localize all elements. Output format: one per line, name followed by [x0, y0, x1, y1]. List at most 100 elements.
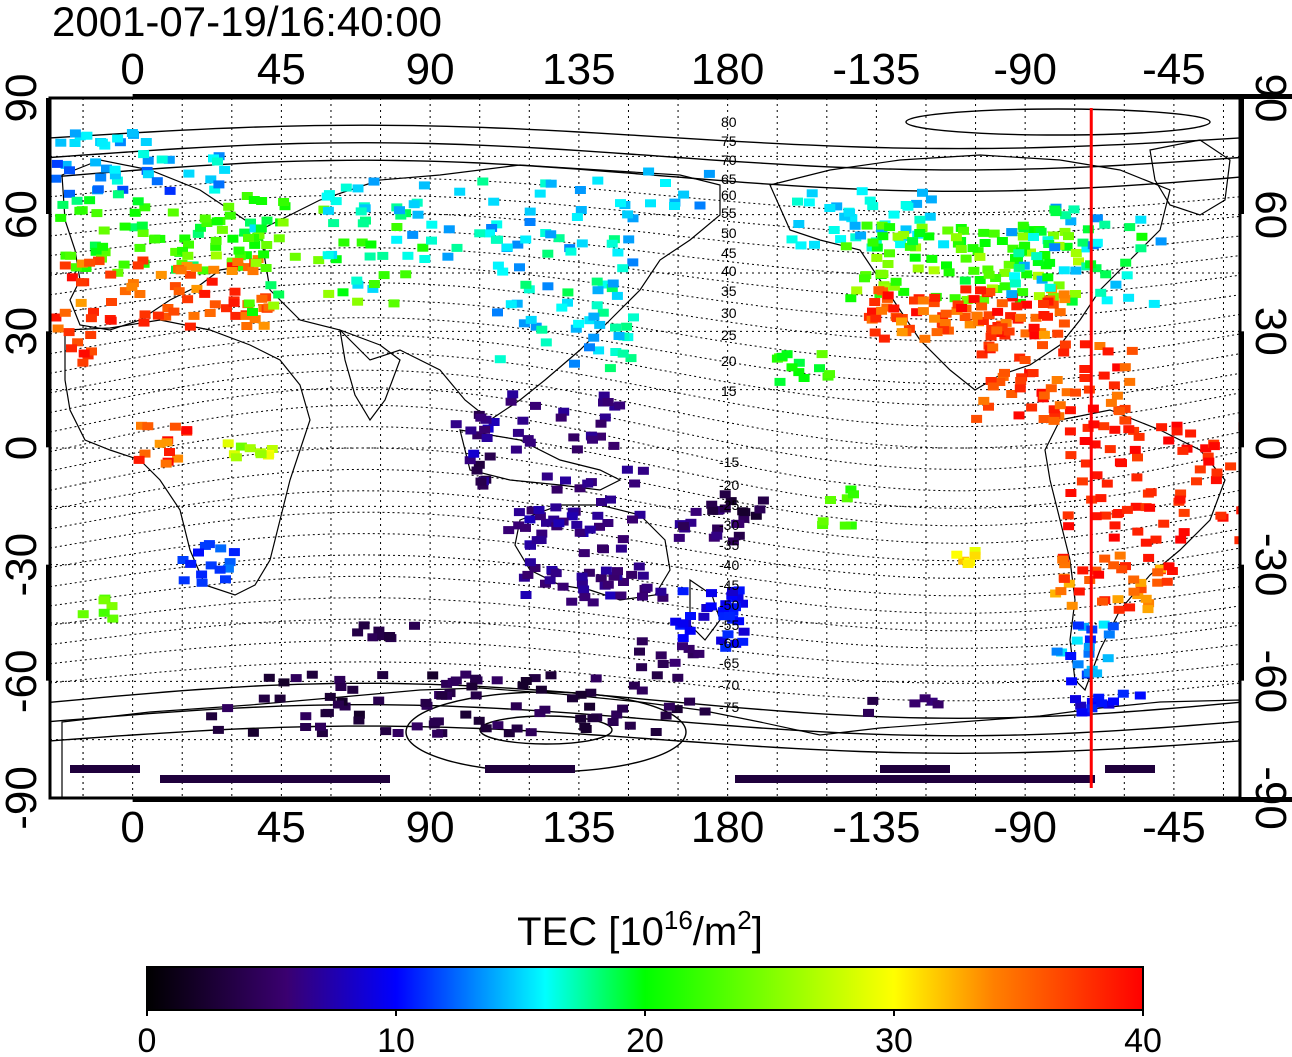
tec-data-point: [684, 697, 696, 706]
tec-data-point: [719, 504, 731, 513]
tec-data-point: [196, 578, 208, 587]
tec-data-point: [1136, 232, 1148, 241]
tec-data-point: [69, 139, 81, 147]
tec-data-point: [1215, 511, 1227, 520]
frame-tick-bar: [1025, 797, 1176, 802]
lon-tick-label: 135: [542, 803, 615, 852]
tec-data-point: [553, 234, 565, 243]
tec-data-point: [1013, 411, 1025, 420]
tec-data-point: [69, 129, 81, 138]
tec-data-point: [608, 572, 620, 581]
tec-data-point: [967, 244, 979, 253]
tec-data-point: [1132, 453, 1143, 462]
tec-data-point: [982, 265, 994, 274]
tec-data-point: [669, 202, 680, 210]
tec-data-point: [533, 506, 545, 514]
frame-tick-bar: [46, 331, 51, 448]
tec-data-point: [1065, 451, 1077, 460]
tec-data-point: [584, 525, 596, 534]
tec-data-point: [247, 728, 259, 737]
contour-label: 70: [721, 152, 737, 168]
tec-data-point: [713, 506, 725, 515]
tec-data-point: [484, 452, 496, 461]
tec-data-point: [1171, 421, 1183, 430]
tec-data-point: [1072, 660, 1084, 669]
tec-data-point: [313, 256, 325, 265]
tec-data-point: [636, 637, 648, 646]
tec-data-point: [216, 225, 228, 234]
contour-label: -30: [719, 517, 739, 533]
tec-data-point: [985, 332, 997, 341]
tec-data-point: [427, 671, 439, 680]
tec-data-point: [111, 176, 123, 185]
tec-data-point: [522, 570, 534, 579]
tec-data-point: [1038, 330, 1050, 339]
tec-data-point: [699, 707, 711, 716]
tec-data-point: [1152, 568, 1164, 577]
tec-data-point: [352, 297, 364, 306]
tec-data-point: [209, 300, 221, 309]
tec-data-point: [134, 290, 146, 298]
lat-tick-label: 60: [0, 190, 46, 239]
lat-tick-label: 30: [1246, 307, 1292, 356]
tec-data-point: [1099, 220, 1111, 229]
tec-data-point: [627, 258, 639, 267]
tec-data-point: [971, 311, 983, 320]
tec-data-point: [454, 187, 466, 196]
tec-data-point: [107, 614, 119, 623]
tec-data-point: [558, 407, 570, 416]
tec-data-point: [1019, 241, 1031, 250]
tec-data-point: [486, 224, 498, 232]
tec-data-point: [1083, 642, 1095, 651]
tec-data-point: [556, 303, 568, 312]
tec-data-point: [265, 281, 277, 290]
tec-data-point: [575, 206, 587, 214]
tec-data-point: [655, 651, 667, 660]
tec-data-point: [1135, 215, 1147, 224]
tec-data-point: [573, 319, 585, 328]
tec-data-point: [1030, 313, 1042, 322]
tec-data-point: [855, 231, 867, 240]
tec-data-point: [974, 276, 986, 284]
tec-data-point: [587, 714, 599, 723]
tec-data-point: [377, 251, 389, 260]
tec-data-point: [1000, 318, 1012, 327]
tec-data-point: [636, 663, 648, 672]
tec-data-point: [172, 454, 184, 463]
tec-data-point: [76, 278, 87, 287]
tec-data-point: [426, 220, 438, 229]
tec-data-point: [66, 344, 77, 353]
lat-tick-label: 90: [0, 74, 46, 123]
lon-tick-label: 90: [406, 45, 455, 94]
tec-data-point: [235, 442, 247, 451]
tec-data-point: [1063, 579, 1075, 588]
tec-data-point: [364, 252, 376, 261]
tec-data-point: [106, 602, 118, 611]
tec-data-point: [358, 621, 370, 630]
tec-data-point: [213, 152, 225, 161]
tec-data-point: [106, 298, 117, 306]
tec-data-point: [208, 265, 220, 274]
tec-data-point: [1095, 288, 1107, 297]
tec-data-point: [1130, 502, 1142, 511]
tec-data-point: [98, 226, 110, 235]
tec-data-point: [201, 219, 213, 227]
tec-data-point: [112, 134, 124, 143]
tec-data-point: [898, 231, 910, 239]
tec-data-point: [183, 240, 194, 249]
top-longitude-axis: 0 45 90 135 180 -135 -90 -45: [120, 45, 1205, 94]
tec-data-point: [206, 277, 218, 286]
tec-data-point: [169, 282, 181, 291]
tec-data-point: [623, 235, 635, 244]
tec-data-point: [846, 214, 858, 223]
tec-data-point: [1126, 346, 1138, 355]
tec-data-point: [962, 560, 974, 568]
contour-line: [50, 141, 1240, 171]
contour-label: 25: [721, 327, 737, 343]
tec-data-point: [514, 263, 525, 272]
tec-data-point: [209, 185, 221, 194]
tec-data-point: [1123, 425, 1135, 434]
tec-data-point: [488, 418, 500, 426]
tec-data-point: [222, 564, 234, 573]
tec-data-point: [465, 426, 477, 435]
